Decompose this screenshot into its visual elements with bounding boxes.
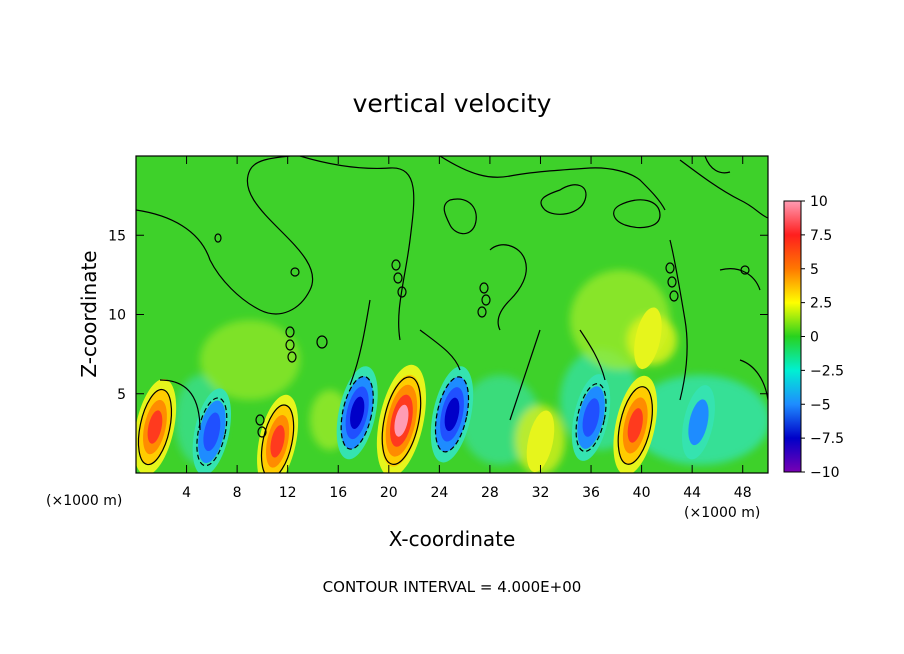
updraft-core <box>526 410 555 473</box>
updraft-core <box>634 307 662 370</box>
colorbar-ticks: 10 7.5 5 2.5 0 −2.5 −5 −7.5 −10 <box>801 194 844 481</box>
feature-layer <box>136 307 715 473</box>
x-tick-label: 20 <box>380 485 398 501</box>
contour-interval-note: CONTOUR INTERVAL = 4.000E+00 <box>323 578 582 596</box>
core-contour <box>617 386 653 465</box>
colorbar-tick-label: 10 <box>810 194 828 210</box>
x-unit-left: (×1000 m) <box>46 493 122 509</box>
colorbar-tick-label: −2.5 <box>810 363 844 379</box>
chart-title: vertical velocity <box>353 89 552 118</box>
updraft-core <box>376 364 427 473</box>
x-tick-label: 32 <box>532 485 550 501</box>
core-contour <box>137 388 173 466</box>
contour-lines <box>136 156 768 438</box>
colorbar-tick-label: 0 <box>810 330 819 346</box>
core-level <box>444 397 460 432</box>
x-unit-right: (×1000 m) <box>684 505 760 521</box>
colorbar-tick-label: −7.5 <box>810 431 844 447</box>
core-contour <box>381 376 422 465</box>
heatmap-field <box>136 156 768 473</box>
core-contour <box>434 376 470 453</box>
x-tick-label: 44 <box>683 485 701 501</box>
y-axis-label: Z-coordinate <box>77 250 101 377</box>
core-level <box>394 404 409 437</box>
x-tick-label: 24 <box>430 485 448 501</box>
x-tick-label: 28 <box>481 485 499 501</box>
colorbar-tick-label: 2.5 <box>810 296 832 312</box>
colorbar <box>783 200 802 473</box>
x-tick-label: 16 <box>329 485 347 501</box>
core-level <box>582 398 600 437</box>
core-level <box>270 425 285 458</box>
y-tick-label: 15 <box>108 228 126 244</box>
downdraft-core <box>571 374 611 461</box>
x-tick-label: 8 <box>233 485 242 501</box>
x-tick-label: 40 <box>633 485 651 501</box>
downdraft-core <box>682 385 715 460</box>
colorbar-tick-label: 7.5 <box>810 228 832 244</box>
core-level <box>203 412 221 452</box>
core-level <box>350 396 365 429</box>
downdraft-core <box>430 366 474 463</box>
core-level <box>627 408 643 443</box>
x-tick-label: 12 <box>279 485 297 501</box>
core-level <box>634 307 662 370</box>
core-contour <box>340 375 374 450</box>
core-contour <box>575 383 607 452</box>
colorbar-tick-label: 5 <box>810 262 819 278</box>
x-tick-label: 4 <box>182 485 191 501</box>
core-contour <box>196 397 228 467</box>
updraft-core <box>257 394 299 473</box>
x-tick-label: 48 <box>734 485 752 501</box>
core-contour <box>260 404 295 473</box>
x-axis-ticks: 4 8 12 16 20 24 28 32 36 40 44 48 <box>182 156 752 501</box>
x-tick-label: 36 <box>582 485 600 501</box>
colorbar-tick-label: −5 <box>810 397 831 413</box>
downdraft-core <box>336 366 378 460</box>
updraft-core <box>136 378 177 473</box>
y-tick-label: 5 <box>117 387 126 403</box>
x-axis-label: X-coordinate <box>389 527 516 551</box>
core-level <box>147 410 163 444</box>
colorbar-tick-label: −10 <box>810 465 840 481</box>
updraft-core <box>613 375 658 473</box>
downdraft-core <box>192 388 232 473</box>
y-axis-ticks: 5 10 15 <box>108 228 768 403</box>
core-level <box>688 399 709 446</box>
core-level <box>526 410 555 473</box>
y-tick-label: 10 <box>108 308 126 324</box>
